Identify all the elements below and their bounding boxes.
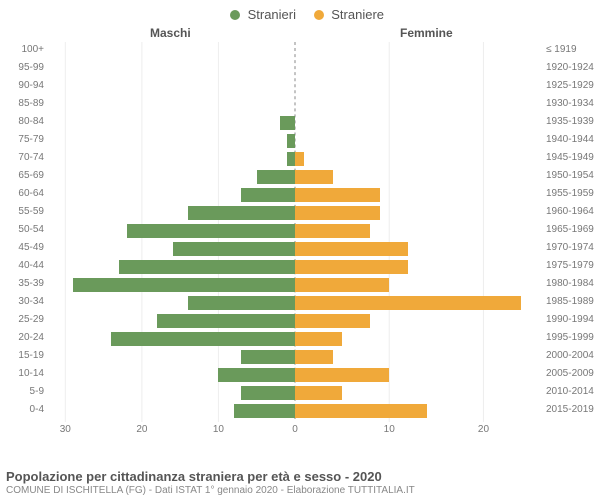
birth-label: 2005-2009 xyxy=(546,368,594,379)
birth-label: 1940-1944 xyxy=(546,134,594,145)
birth-label: 1960-1964 xyxy=(546,206,594,217)
bar-female xyxy=(295,206,380,220)
birth-label: 1920-1924 xyxy=(546,62,594,73)
age-label: 45-49 xyxy=(18,242,44,253)
legend-label-female: Straniere xyxy=(331,7,384,22)
legend-swatch-male xyxy=(230,10,240,20)
col-header-female: Femmine xyxy=(400,26,453,40)
bar-female xyxy=(295,260,408,274)
female-bars xyxy=(295,42,540,422)
birth-label: 1970-1974 xyxy=(546,242,594,253)
bar-male xyxy=(111,332,295,346)
bar-female xyxy=(295,314,370,328)
bar-male xyxy=(188,296,295,310)
age-label: 90-94 xyxy=(18,80,44,91)
birth-label: 1925-1929 xyxy=(546,80,594,91)
bar-male xyxy=(188,206,295,220)
bar-female xyxy=(295,242,408,256)
birth-label: 1990-1994 xyxy=(546,314,594,325)
birth-label: 1935-1939 xyxy=(546,116,594,127)
legend: Stranieri Straniere xyxy=(0,0,600,22)
bar-female xyxy=(295,188,380,202)
age-label: 70-74 xyxy=(18,152,44,163)
bar-female xyxy=(295,170,333,184)
legend-swatch-female xyxy=(314,10,324,20)
x-tick-label: 10 xyxy=(213,424,224,435)
birth-label: 1945-1949 xyxy=(546,152,594,163)
age-label: 85-89 xyxy=(18,98,44,109)
birth-label: 1930-1934 xyxy=(546,98,594,109)
age-label: 55-59 xyxy=(18,206,44,217)
bar-male xyxy=(73,278,295,292)
birth-label: 1995-1999 xyxy=(546,332,594,343)
age-label: 20-24 xyxy=(18,332,44,343)
bar-female xyxy=(295,332,342,346)
bar-female xyxy=(295,152,304,166)
x-axis: 0 10 20 30 10 20 xyxy=(50,424,540,438)
age-label: 0-4 xyxy=(30,404,44,415)
age-label: 50-54 xyxy=(18,224,44,235)
birth-label: 1975-1979 xyxy=(546,260,594,271)
age-label: 95-99 xyxy=(18,62,44,73)
x-tick-label: 20 xyxy=(136,424,147,435)
birth-label: ≤ 1919 xyxy=(546,44,577,55)
birth-label: 1955-1959 xyxy=(546,188,594,199)
birth-label: 1980-1984 xyxy=(546,278,594,289)
birth-label: 1965-1969 xyxy=(546,224,594,235)
bar-male xyxy=(287,152,295,166)
age-label: 25-29 xyxy=(18,314,44,325)
pyramid-chart: Stranieri Straniere Maschi Femmine Fasce… xyxy=(0,0,600,500)
age-label: 30-34 xyxy=(18,296,44,307)
x-tick-label: 20 xyxy=(478,424,489,435)
legend-label-male: Stranieri xyxy=(248,7,296,22)
birth-label: 2010-2014 xyxy=(546,386,594,397)
bar-female xyxy=(295,368,389,382)
bar-female xyxy=(295,404,427,418)
chart-area: Fasce di età Anni di nascita 100+95-9990… xyxy=(0,42,600,438)
birth-axis: ≤ 1919 1920-1924 1925-1929 1930-1934 1935-19… xyxy=(542,42,600,438)
age-label: 5-9 xyxy=(30,386,44,397)
bar-male xyxy=(119,260,295,274)
age-label: 80-84 xyxy=(18,116,44,127)
bar-male xyxy=(287,134,295,148)
bar-male xyxy=(241,188,295,202)
bar-male xyxy=(241,386,295,400)
bar-female xyxy=(295,278,389,292)
bar-male xyxy=(127,224,295,238)
age-label: 100+ xyxy=(21,44,44,55)
plot-area xyxy=(50,42,540,422)
age-axis: 100+ 95-99 90-94 85-89 80-84 75-79 70-74 65-69 6… xyxy=(0,42,48,438)
x-tick-label: 30 xyxy=(60,424,71,435)
age-label: 35-39 xyxy=(18,278,44,289)
footer: Popolazione per cittadinanza straniera p… xyxy=(6,469,594,496)
chart-subtitle: COMUNE DI ISCHITELLA (FG) - Dati ISTAT 1… xyxy=(6,485,594,496)
age-label: 15-19 xyxy=(18,350,44,361)
age-label: 65-69 xyxy=(18,170,44,181)
bar-male xyxy=(234,404,295,418)
x-tick-label: 0 xyxy=(292,424,298,435)
bar-male xyxy=(241,350,295,364)
bar-female xyxy=(295,224,370,238)
bar-female xyxy=(295,350,333,364)
birth-label: 1950-1954 xyxy=(546,170,594,181)
male-bars xyxy=(50,42,295,422)
chart-title: Popolazione per cittadinanza straniera p… xyxy=(6,469,594,484)
age-label: 10-14 xyxy=(18,368,44,379)
bar-male xyxy=(218,368,295,382)
age-label: 75-79 xyxy=(18,134,44,145)
bar-male xyxy=(280,116,295,130)
age-label: 60-64 xyxy=(18,188,44,199)
birth-label: 2015-2019 xyxy=(546,404,594,415)
age-label: 40-44 xyxy=(18,260,44,271)
x-tick-label: 10 xyxy=(384,424,395,435)
birth-label: 2000-2004 xyxy=(546,350,594,361)
birth-label: 1985-1989 xyxy=(546,296,594,307)
bar-male xyxy=(173,242,296,256)
bar-female xyxy=(295,296,521,310)
bar-male xyxy=(257,170,295,184)
bar-female xyxy=(295,386,342,400)
bar-male xyxy=(157,314,295,328)
col-header-male: Maschi xyxy=(150,26,191,40)
